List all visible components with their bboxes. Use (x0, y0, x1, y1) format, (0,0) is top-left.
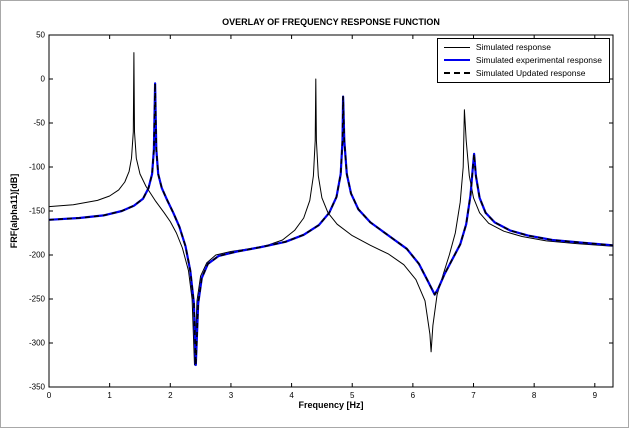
x-tick-label: 7 (471, 391, 476, 400)
y-tick-label: -200 (29, 251, 46, 260)
x-tick-label: 0 (47, 391, 52, 400)
x-tick-label: 8 (532, 391, 537, 400)
legend-line-sample (443, 72, 470, 74)
axis-ticks: 0 1 2 3 4 5 6 7 8 9 50 0 -50 -100 -150 -200 -250 -300 -350 (29, 31, 613, 400)
x-tick-label: 4 (289, 391, 294, 400)
legend-item-0: Simulated response (443, 42, 602, 52)
series-curve-0 (48, 52, 614, 366)
plot-title: OVERLAY OF FREQUENCY RESPONSE FUNCTION (222, 17, 440, 27)
legend-label: Simulated response (475, 42, 551, 52)
y-tick-label: 50 (36, 31, 45, 40)
legend-line-sample (443, 46, 470, 48)
legend-label: Simulated Updated response (475, 68, 586, 78)
x-tick-label: 1 (107, 391, 112, 400)
x-axis-label: Frequency [Hz] (298, 400, 364, 410)
x-tick-label: 2 (168, 391, 173, 400)
legend-line-sample (443, 59, 470, 61)
y-tick-label: -150 (29, 207, 46, 216)
legend-item-1: Simulated experimental response (443, 55, 602, 65)
x-tick-label: 9 (593, 391, 598, 400)
legend-label: Simulated experimental response (475, 55, 602, 65)
x-tick-label: 3 (229, 391, 234, 400)
y-tick-label: -350 (29, 383, 46, 392)
x-tick-label: 5 (350, 391, 355, 400)
y-tick-label: -100 (29, 163, 46, 172)
y-tick-label: -250 (29, 295, 46, 304)
legend-item-2: Simulated Updated response (443, 68, 602, 78)
y-tick-label: -50 (33, 119, 45, 128)
y-tick-label: 0 (41, 75, 46, 84)
series-curve-2 (48, 82, 614, 366)
series-curves (48, 52, 614, 367)
x-tick-label: 6 (411, 391, 416, 400)
y-tick-label: -300 (29, 339, 46, 348)
legend-box: Simulated response Simulated experimental… (436, 38, 610, 83)
